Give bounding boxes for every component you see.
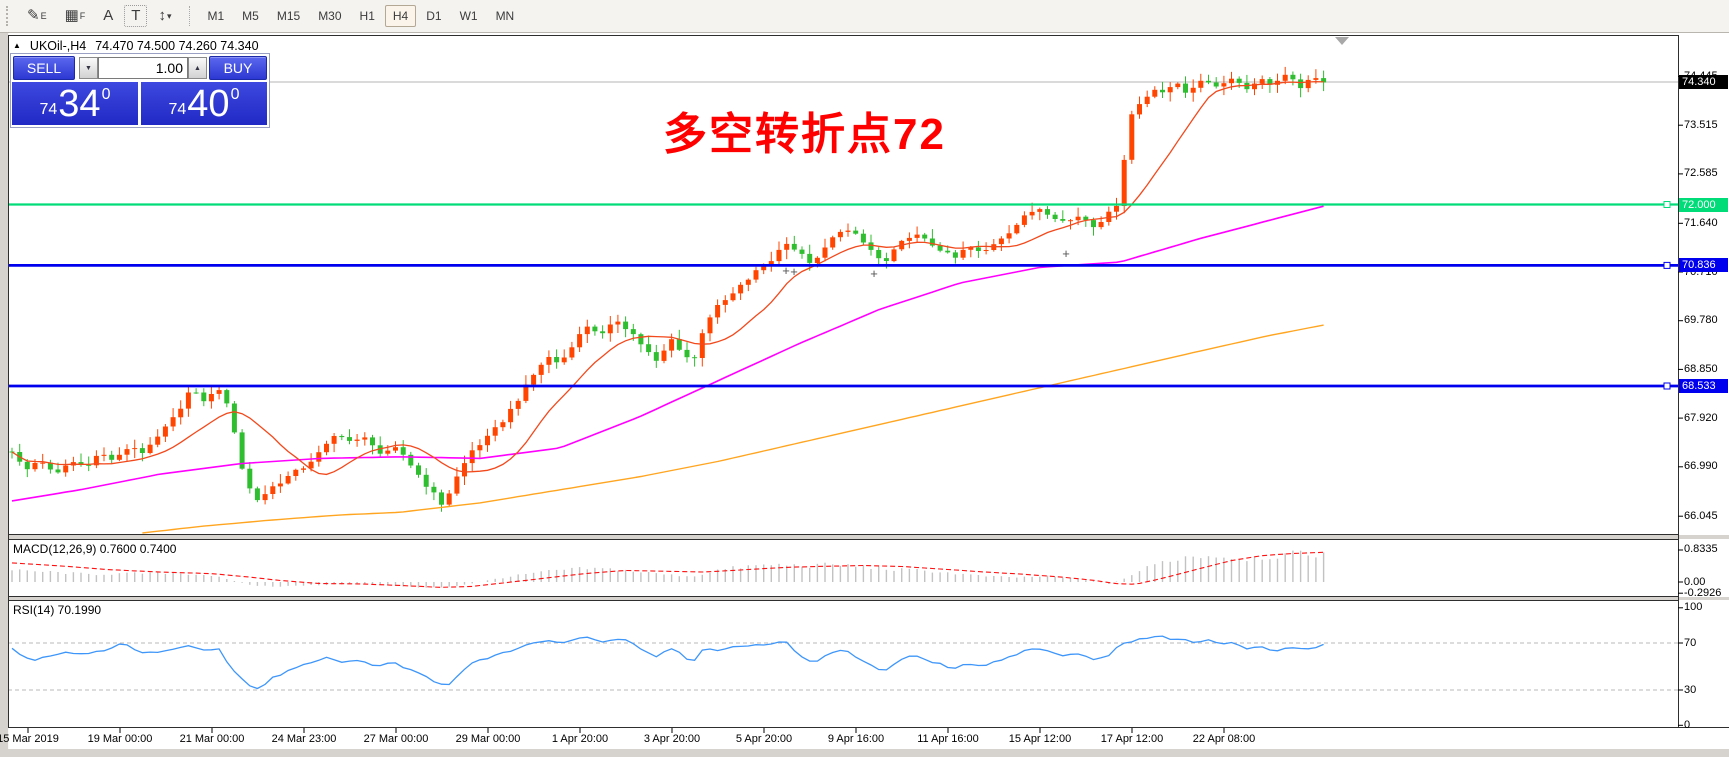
buy-price-display[interactable]: 74 40 0 bbox=[141, 82, 267, 125]
sell-price-sup: 0 bbox=[101, 86, 111, 103]
collapse-triangle-icon[interactable]: ▲ bbox=[13, 40, 21, 50]
ma-fast-line bbox=[11, 80, 1324, 476]
pencil-e-tool-button[interactable]: ✎ E bbox=[20, 5, 54, 27]
cross-marker-icon: + bbox=[1062, 246, 1070, 261]
rsi-indicator-label: RSI(14) 70.1990 bbox=[13, 603, 102, 617]
buy-price-big: 40 bbox=[187, 82, 230, 125]
volume-input[interactable] bbox=[98, 57, 188, 79]
price-axis-border bbox=[1678, 35, 1679, 728]
plot-left-border bbox=[8, 35, 9, 728]
macd-signal-line bbox=[11, 551, 1324, 588]
volume-decrease-button[interactable]: ▼ bbox=[79, 57, 98, 79]
timeframe-button-group: M1 M5 M15 M30 H1 H4 D1 W1 MN bbox=[199, 5, 524, 27]
chart-ohlc-values: 74.470 74.500 74.260 74.340 bbox=[95, 39, 259, 53]
chart-title: UKOil-,H4 bbox=[29, 39, 87, 53]
line-handle[interactable] bbox=[1663, 382, 1671, 390]
macd-panel-top-border bbox=[8, 539, 1678, 540]
fibonacci-tool-button[interactable]: ▦ F bbox=[58, 5, 93, 27]
timeframe-button-W1[interactable]: W1 bbox=[459, 9, 478, 23]
fibonacci-icon: ▦ bbox=[64, 7, 79, 24]
timeframe-button-MN[interactable]: MN bbox=[495, 9, 515, 23]
main-chart-group: + + ++ bbox=[9, 66, 1678, 534]
spinner-up-icon: ▲ bbox=[194, 64, 201, 72]
label-tool-button[interactable]: A bbox=[96, 5, 120, 27]
ma-slow-line bbox=[142, 324, 1324, 534]
rsi-line bbox=[11, 635, 1324, 690]
pencil-tool-sub-label: E bbox=[40, 11, 47, 21]
rsi-panel-top-border bbox=[8, 600, 1678, 601]
ma-mid-line bbox=[11, 205, 1324, 502]
sell-price-prefix: 74 bbox=[39, 101, 58, 118]
cross-marker-icon: + bbox=[870, 266, 878, 281]
buy-price-sup: 0 bbox=[230, 86, 240, 103]
arrows-tool-button[interactable]: ↕ ▾ bbox=[151, 5, 178, 27]
line-handle[interactable] bbox=[1663, 261, 1671, 269]
line-handle[interactable] bbox=[1663, 201, 1671, 208]
spinner-down-icon: ▼ bbox=[85, 64, 92, 72]
timeframe-button-H1[interactable]: H1 bbox=[359, 9, 375, 23]
rsi-group bbox=[9, 635, 1678, 691]
fibonacci-tool-sub-label: F bbox=[79, 11, 86, 21]
timeframe-button-M5[interactable]: M5 bbox=[242, 9, 259, 23]
toolbar: ✎ E ▦ F A T ↕ ▾ M1 M5 M15 M30 H1 H4 D1 W1 MN bbox=[0, 0, 1729, 33]
macd-histogram bbox=[11, 550, 1325, 588]
panel-splitter[interactable] bbox=[8, 535, 1729, 539]
sell-price-big: 34 bbox=[58, 82, 101, 125]
time-axis-border bbox=[8, 727, 1729, 728]
sell-button[interactable]: SELL bbox=[13, 56, 75, 80]
volume-increase-button[interactable]: ▲ bbox=[188, 57, 207, 79]
chart-header: ▲ UKOil-,H4 74.470 74.500 74.260 74.340 bbox=[13, 39, 259, 53]
last-bar-marker-icon[interactable] bbox=[1335, 37, 1349, 45]
macd-panel-bottom-border bbox=[8, 596, 1678, 597]
chart-annotation-text[interactable]: 多空转折点72 bbox=[663, 110, 946, 159]
window-bottom-border bbox=[0, 749, 1729, 757]
buy-button[interactable]: BUY bbox=[209, 56, 267, 80]
macd-group bbox=[11, 550, 1325, 588]
main-panel-top-border bbox=[8, 35, 1678, 36]
main-panel-bottom-border bbox=[8, 534, 1678, 535]
arrows-icon: ↕ bbox=[158, 7, 166, 24]
timeframe-button-D1[interactable]: D1 bbox=[426, 9, 442, 23]
arrows-dropdown-icon: ▾ bbox=[166, 11, 172, 21]
timeframe-button-M15[interactable]: M15 bbox=[276, 9, 301, 23]
panel-splitter[interactable] bbox=[8, 597, 1729, 600]
text-t-icon: T bbox=[131, 7, 141, 24]
macd-indicator-label: MACD(12,26,9) 0.7600 0.7400 bbox=[13, 542, 177, 556]
pencil-icon: ✎ bbox=[27, 7, 40, 24]
cross-marker-icon: + bbox=[790, 264, 798, 279]
label-a-icon: A bbox=[103, 7, 114, 24]
buy-price-prefix: 74 bbox=[168, 101, 187, 118]
timeframe-button-M30[interactable]: M30 bbox=[318, 9, 342, 23]
timeframe-button-H4[interactable]: H4 bbox=[384, 5, 417, 27]
text-tool-button[interactable]: T bbox=[124, 5, 148, 27]
timeframe-button-M1[interactable]: M1 bbox=[207, 9, 225, 23]
sell-price-display[interactable]: 74 34 0 bbox=[12, 82, 138, 125]
toolbar-grip[interactable] bbox=[6, 6, 12, 26]
cross-marker-icon: + bbox=[782, 263, 790, 278]
toolbar-separator bbox=[188, 6, 191, 26]
